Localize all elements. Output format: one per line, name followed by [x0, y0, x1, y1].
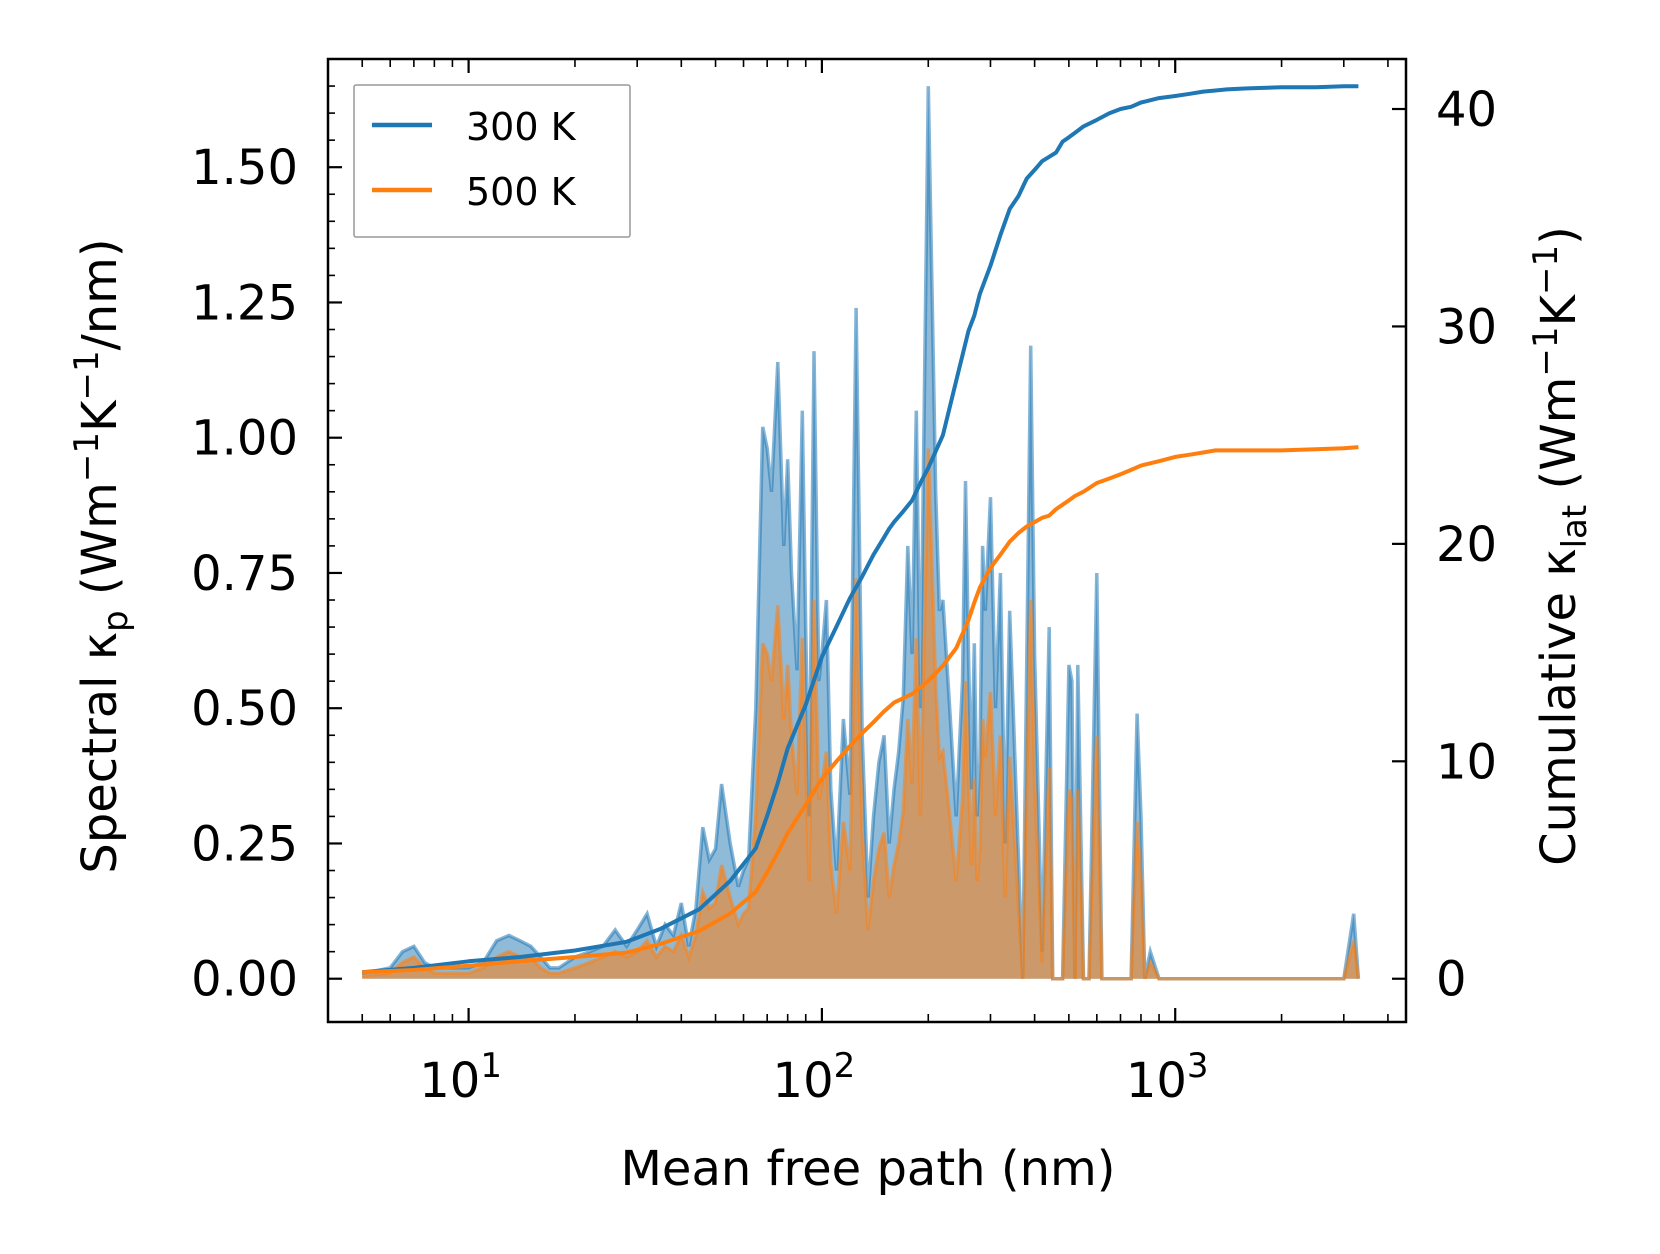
left-y-tick-label: 0.25 — [191, 816, 298, 872]
x-tick-base: 10 — [1126, 1053, 1187, 1109]
x-tick-label: 102 — [773, 1046, 856, 1109]
x-tick-exponent: 1 — [480, 1046, 502, 1086]
spectral-line-500k — [362, 448, 1361, 981]
left-y-tick-label: 0.50 — [191, 681, 298, 737]
left-y-tick-label: 1.50 — [191, 140, 298, 196]
right-y-label-main: Cumulative κ — [1531, 548, 1587, 866]
left-y-axis-label: Spectral κp (Wm−1K−1/nm) — [67, 238, 136, 873]
axes-layer: 101 102 1030.000.250.500.751.001.251.50010… — [191, 57, 1497, 1109]
left-y-label-sup2: −1 — [67, 350, 107, 400]
left-y-tick-label: 0.00 — [191, 952, 298, 1008]
left-y-label-sup1: −1 — [67, 432, 107, 482]
x-tick-base: 10 — [419, 1053, 480, 1109]
cumulative-line-500k — [362, 445, 1359, 975]
left-y-tick-label: 0.75 — [191, 546, 298, 602]
right-y-tick-label: 0 — [1436, 952, 1467, 1008]
cumulative-line-300k — [362, 84, 1359, 975]
left-y-tick-label: 1.00 — [191, 411, 298, 467]
right-y-tick-label: 30 — [1436, 299, 1497, 355]
right-y-label-sup1: −1 — [1526, 326, 1566, 376]
axes-frame — [326, 57, 1408, 1024]
left-y-label-main: Spectral κ — [72, 632, 128, 874]
right-y-label-mid: K — [1531, 293, 1587, 326]
right-y-label-unit-open: (Wm — [1531, 377, 1587, 505]
x-tick-label: 101 — [419, 1046, 502, 1109]
spectral-area-500k — [362, 448, 1359, 979]
plot-area — [361, 84, 1361, 981]
left-y-label-unit-open: (Wm — [72, 482, 128, 610]
left-y-label-sub: p — [96, 610, 136, 632]
x-tick-exponent: 3 — [1187, 1046, 1209, 1086]
right-y-tick-label: 40 — [1436, 82, 1497, 138]
x-tick-base: 10 — [773, 1053, 834, 1109]
right-y-tick-label: 10 — [1436, 734, 1497, 790]
left-y-tick-label: 1.25 — [191, 275, 298, 331]
legend-label-300k: 300 K — [466, 105, 577, 149]
left-y-label-unit-close: /nm) — [72, 238, 128, 350]
right-y-label-unit-close: ) — [1531, 226, 1587, 245]
right-y-tick-label: 20 — [1436, 517, 1497, 573]
right-y-axis-label: Cumulative κlat (Wm−1K−1) — [1526, 226, 1595, 866]
right-y-label-sup2: −1 — [1526, 245, 1566, 295]
x-tick-label: 103 — [1126, 1046, 1209, 1109]
legend: 300 K 500 K — [353, 84, 631, 238]
legend-label-500k: 500 K — [466, 170, 577, 214]
right-y-label-sub: lat — [1555, 505, 1595, 549]
plot-data-layer — [361, 84, 1361, 981]
left-y-label-mid: K — [72, 399, 128, 432]
x-axis-label: Mean free path (nm) — [621, 1141, 1116, 1197]
x-tick-exponent: 2 — [834, 1046, 856, 1086]
